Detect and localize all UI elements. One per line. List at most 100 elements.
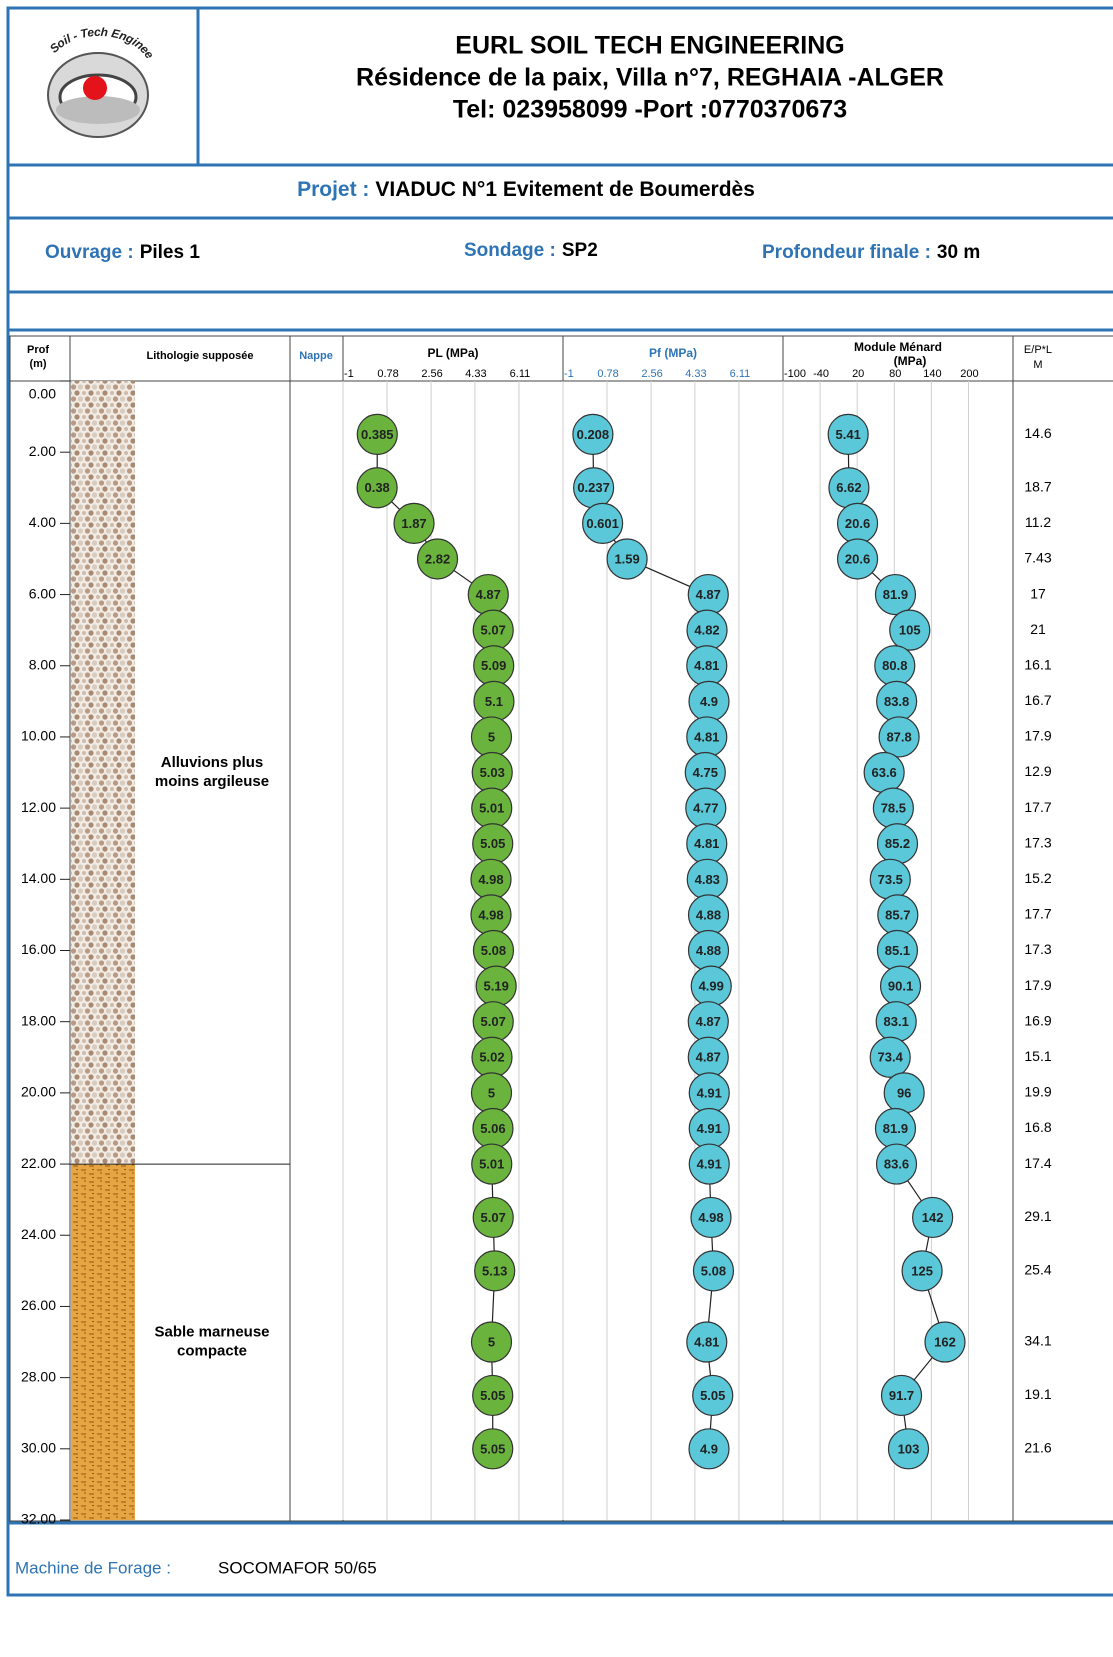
depth-tick-label: 4.00 <box>29 514 56 530</box>
measure-point <box>901 1250 943 1292</box>
point-label: 85.2 <box>885 836 910 851</box>
x-tick-label: -1 <box>564 368 574 380</box>
point-label: 5.06 <box>480 1121 505 1136</box>
x-tick-label: 0.78 <box>597 368 618 380</box>
point-label: 5.1 <box>485 694 503 709</box>
ratio-value: 16.9 <box>1024 1012 1051 1028</box>
x-tick-label: -40 <box>813 368 829 380</box>
point-label: 4.83 <box>695 872 720 887</box>
ratio-value: 17.4 <box>1024 1155 1051 1171</box>
point-label: 5 <box>488 1085 495 1100</box>
measure-point <box>471 1143 513 1185</box>
point-label: 20.6 <box>845 516 870 531</box>
measure-point <box>869 1036 911 1078</box>
point-label: 90.1 <box>888 979 913 994</box>
ratio-value: 15.1 <box>1024 1048 1051 1064</box>
point-label: 85.7 <box>885 907 910 922</box>
company-name: EURL SOIL TECH ENGINEERING <box>455 32 844 60</box>
measure-point <box>827 413 869 455</box>
measure-point <box>356 413 398 455</box>
point-label: 0.38 <box>364 480 389 495</box>
measure-point <box>889 609 931 651</box>
point-label: 4.87 <box>696 1014 721 1029</box>
x-tick-label: 200 <box>960 368 978 380</box>
point-label: 5 <box>488 729 495 744</box>
point-label: 83.6 <box>884 1157 909 1172</box>
point-label: 83.8 <box>884 694 909 709</box>
point-label: 20.6 <box>845 551 870 566</box>
point-label: 2.82 <box>425 551 450 566</box>
lithology-label: compacte <box>177 1343 247 1360</box>
column-header: Prof <box>27 344 49 356</box>
point-label: 83.1 <box>884 1014 909 1029</box>
point-label: 5.08 <box>701 1263 726 1278</box>
depth-tick-label: 18.00 <box>21 1012 56 1028</box>
measure-point <box>472 1428 514 1470</box>
point-label: 85.1 <box>885 943 910 958</box>
point-label: 1.59 <box>614 551 639 566</box>
ratio-value: 17 <box>1030 585 1046 601</box>
point-label: 5.41 <box>836 427 861 442</box>
depth-tick-label: 10.00 <box>21 728 56 744</box>
point-label: 4.88 <box>696 907 721 922</box>
point-label: 5.05 <box>480 1388 505 1403</box>
point-label: 4.81 <box>694 836 719 851</box>
point-label: 5.05 <box>480 836 505 851</box>
column-header: (m) <box>29 358 46 370</box>
point-label: 96 <box>897 1085 911 1100</box>
point-label: 4.87 <box>476 587 501 602</box>
point-label: 5 <box>488 1334 495 1349</box>
ratio-value: 16.8 <box>1024 1119 1051 1135</box>
ratio-value: 25.4 <box>1024 1262 1051 1278</box>
x-tick-label: 4.33 <box>465 368 486 380</box>
measure-point <box>874 573 917 616</box>
point-label: 78.5 <box>881 801 906 816</box>
ratio-value: 15.2 <box>1024 870 1051 886</box>
lithology-label: Sable marneuse <box>154 1324 269 1341</box>
point-label: 5.03 <box>480 765 505 780</box>
measure-point <box>416 538 459 580</box>
measure-point <box>606 538 648 580</box>
ratio-value: 34.1 <box>1024 1333 1051 1349</box>
x-tick-label: -100 <box>784 368 806 380</box>
point-label: 1.87 <box>401 516 426 531</box>
depth-tick-label: 30.00 <box>21 1440 56 1456</box>
point-label: 4.98 <box>478 872 503 887</box>
point-label: 91.7 <box>889 1388 914 1403</box>
footer-label: Machine de Forage : <box>15 1558 171 1577</box>
point-label: 4.98 <box>478 907 503 922</box>
depth-tick-label: 8.00 <box>29 656 56 672</box>
company-address: Résidence de la paix, Villa n°7, REGHAIA… <box>356 64 944 92</box>
point-label: 5.01 <box>479 801 504 816</box>
point-label: 73.4 <box>878 1050 904 1065</box>
point-label: 0.208 <box>577 427 610 442</box>
depth-tick-label: 0.00 <box>29 386 56 402</box>
ratio-value: 16.1 <box>1024 656 1051 672</box>
frame <box>6 6 1113 1597</box>
point-label: 0.237 <box>577 480 610 495</box>
point-label: 4.9 <box>700 1441 718 1456</box>
point-label: 0.601 <box>586 516 619 531</box>
point-label: 5.09 <box>481 658 506 673</box>
point-label: 162 <box>934 1334 956 1349</box>
depth-tick-label: 12.00 <box>21 799 56 815</box>
ratio-value: 17.7 <box>1024 906 1051 922</box>
point-label: 4.9 <box>700 694 718 709</box>
x-tick-label: 6.11 <box>510 368 531 380</box>
measure-point <box>686 1321 728 1363</box>
point-label: 5.05 <box>480 1441 505 1456</box>
ratio-value: 17.3 <box>1024 834 1051 850</box>
profondeur-value: 30 m <box>937 242 980 263</box>
point-label: 80.8 <box>882 658 907 673</box>
point-label: 142 <box>922 1210 944 1225</box>
point-label: 5.02 <box>479 1050 504 1065</box>
x-tick-label: 6.11 <box>730 368 751 380</box>
column-header: Lithologie supposée <box>147 350 254 362</box>
point-label: 81.9 <box>883 587 908 602</box>
point-label: 5.05 <box>700 1388 725 1403</box>
depth-tick-label: 6.00 <box>29 585 56 601</box>
point-label: 4.87 <box>696 1050 721 1065</box>
column-header: Nappe <box>299 350 333 362</box>
